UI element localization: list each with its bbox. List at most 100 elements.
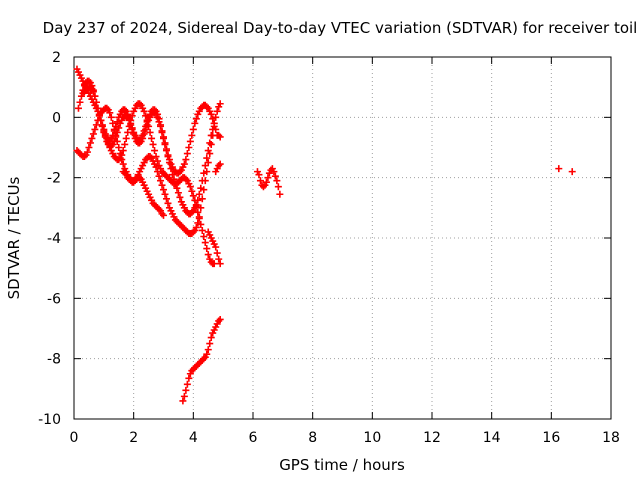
data-point bbox=[215, 162, 223, 170]
data-point bbox=[91, 125, 99, 133]
data-point bbox=[186, 137, 194, 145]
data-point bbox=[92, 121, 100, 129]
x-tick-label: 4 bbox=[189, 430, 198, 446]
data-point bbox=[209, 115, 217, 123]
data-point bbox=[125, 116, 133, 124]
data-point bbox=[76, 98, 84, 106]
data-point bbox=[209, 125, 217, 133]
data-point bbox=[106, 109, 114, 117]
data-point bbox=[162, 147, 170, 155]
data-point bbox=[204, 346, 212, 354]
data-point bbox=[143, 121, 151, 129]
data-point bbox=[203, 103, 211, 111]
y-axis-label: SDTVAR / TECUs bbox=[5, 176, 23, 299]
data-point bbox=[256, 177, 264, 185]
data-point bbox=[188, 131, 196, 139]
data-point bbox=[128, 125, 136, 133]
data-point bbox=[262, 178, 270, 186]
data-point bbox=[183, 380, 191, 388]
data-point bbox=[152, 153, 160, 161]
x-tick-label: 16 bbox=[542, 430, 560, 446]
data-point bbox=[198, 226, 206, 234]
data-point bbox=[151, 147, 159, 155]
data-point bbox=[136, 100, 144, 108]
data-point bbox=[136, 139, 144, 147]
data-point bbox=[95, 110, 103, 118]
data-point bbox=[122, 134, 130, 142]
data-point bbox=[206, 139, 214, 147]
x-tick-label: 6 bbox=[249, 430, 258, 446]
data-point bbox=[273, 177, 281, 185]
x-tick-label: 12 bbox=[423, 430, 441, 446]
data-point bbox=[207, 110, 215, 118]
data-point bbox=[201, 239, 209, 247]
data-point bbox=[113, 128, 121, 136]
data-point bbox=[192, 223, 200, 231]
data-point bbox=[191, 119, 199, 127]
data-point bbox=[98, 122, 106, 130]
data-point bbox=[86, 139, 94, 147]
data-point bbox=[161, 140, 169, 148]
data-point bbox=[216, 100, 224, 108]
x-axis-label: GPS time / hours bbox=[279, 456, 405, 474]
data-point bbox=[264, 174, 272, 182]
y-tick-labels: -10 -8 -6 -4 -2 0 2 bbox=[38, 50, 61, 428]
data-point bbox=[83, 148, 91, 156]
data-point bbox=[115, 144, 123, 151]
grid-lines bbox=[74, 57, 611, 419]
data-point bbox=[274, 183, 282, 191]
data-point bbox=[182, 175, 190, 183]
data-point bbox=[183, 150, 191, 158]
chart-title: Day 237 of 2024, Sidereal Day-to-day VTE… bbox=[43, 19, 638, 37]
data-point bbox=[85, 77, 93, 85]
data-point bbox=[180, 160, 188, 168]
data-point bbox=[140, 107, 148, 115]
x-tick-label: 18 bbox=[602, 430, 620, 446]
data-point bbox=[215, 131, 223, 139]
x-tick-label: 2 bbox=[129, 430, 138, 446]
data-point bbox=[210, 119, 218, 127]
x-tick-labels: 0 2 4 6 8 10 12 14 16 18 bbox=[70, 430, 620, 446]
data-point bbox=[198, 195, 206, 203]
data-point bbox=[170, 175, 178, 183]
data-point bbox=[216, 133, 224, 141]
data-point bbox=[157, 122, 165, 130]
data-point bbox=[203, 245, 211, 253]
data-point bbox=[189, 228, 197, 236]
data-point bbox=[188, 208, 196, 216]
data-point bbox=[160, 186, 167, 194]
data-point bbox=[189, 192, 197, 200]
data-point bbox=[182, 386, 190, 394]
data-point bbox=[270, 168, 278, 176]
data-point bbox=[180, 392, 188, 400]
data-point bbox=[213, 107, 221, 115]
data-point bbox=[212, 243, 220, 251]
data-point bbox=[213, 249, 221, 257]
x-tick-label: 0 bbox=[70, 430, 79, 446]
data-point bbox=[210, 260, 218, 268]
data-point bbox=[216, 315, 224, 323]
data-point bbox=[139, 134, 147, 142]
data-point bbox=[215, 317, 223, 325]
y-tick-label: 0 bbox=[52, 110, 61, 126]
data-point bbox=[146, 153, 154, 161]
data-point bbox=[215, 255, 223, 263]
y-tick-label: -4 bbox=[47, 231, 61, 247]
x-tick-label: 14 bbox=[483, 430, 501, 446]
data-point bbox=[189, 125, 197, 133]
data-point bbox=[112, 133, 120, 141]
data-point bbox=[164, 199, 172, 207]
data-point bbox=[197, 204, 205, 212]
data-point bbox=[115, 156, 123, 164]
data-point bbox=[86, 83, 94, 91]
data-point bbox=[101, 133, 109, 141]
data-point bbox=[168, 171, 176, 179]
data-point bbox=[201, 162, 209, 170]
data-point bbox=[158, 210, 166, 218]
data-point bbox=[154, 113, 162, 121]
data-point bbox=[89, 130, 97, 138]
data-point bbox=[197, 220, 205, 228]
data-point bbox=[185, 374, 193, 382]
data-point bbox=[157, 177, 165, 185]
